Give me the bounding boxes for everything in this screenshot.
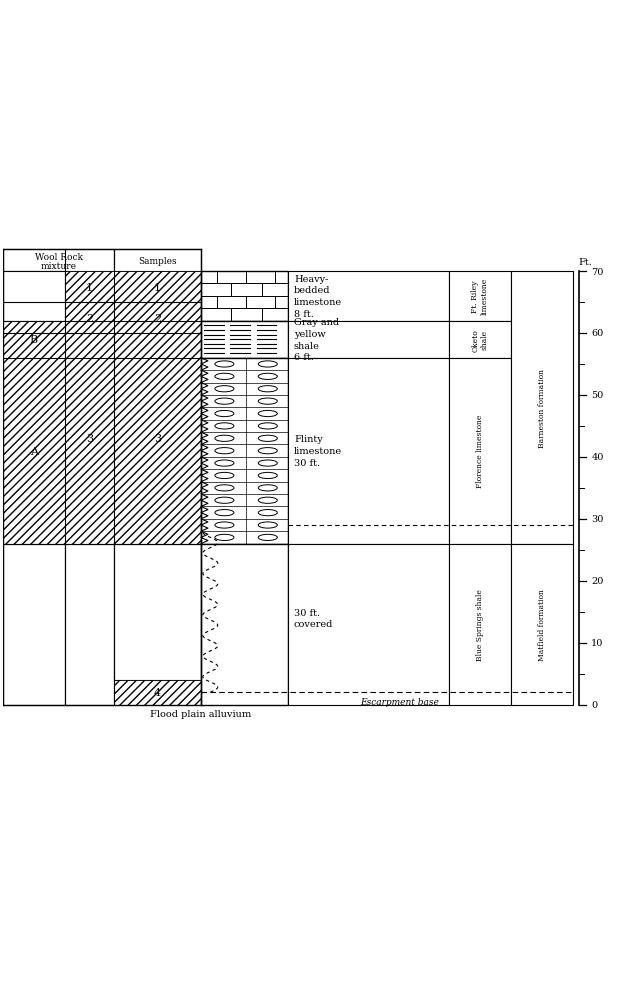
- Bar: [114, 680, 201, 705]
- Ellipse shape: [258, 460, 278, 466]
- Bar: [65, 333, 114, 544]
- Text: Oketo
shale: Oketo shale: [471, 328, 488, 351]
- Text: 10: 10: [591, 639, 604, 648]
- Bar: [114, 303, 201, 333]
- Text: 50: 50: [591, 391, 604, 400]
- Bar: [449, 272, 511, 321]
- Bar: [449, 321, 511, 358]
- Ellipse shape: [258, 485, 278, 491]
- Ellipse shape: [258, 510, 278, 517]
- Text: Gray and
yellow
shale
6 ft.: Gray and yellow shale 6 ft.: [294, 317, 339, 362]
- Bar: [201, 272, 288, 321]
- Bar: [2, 544, 65, 705]
- Text: Heavy-
bedded
limestone
8 ft.: Heavy- bedded limestone 8 ft.: [294, 274, 342, 318]
- Text: Ft.: Ft.: [578, 258, 592, 267]
- Ellipse shape: [215, 411, 234, 417]
- Text: Escarpment base: Escarpment base: [360, 697, 439, 707]
- Ellipse shape: [215, 460, 234, 466]
- Bar: [511, 272, 572, 544]
- Text: 30: 30: [591, 515, 604, 524]
- Text: 30 ft.
covered: 30 ft. covered: [294, 608, 333, 629]
- Ellipse shape: [258, 374, 278, 380]
- Text: A: A: [30, 447, 38, 457]
- Ellipse shape: [215, 510, 234, 517]
- Bar: [288, 321, 449, 358]
- Ellipse shape: [215, 473, 234, 479]
- Ellipse shape: [258, 534, 278, 541]
- Text: Samples: Samples: [138, 256, 177, 265]
- Bar: [201, 544, 288, 705]
- Bar: [201, 358, 288, 544]
- Ellipse shape: [258, 473, 278, 479]
- Ellipse shape: [215, 374, 234, 380]
- Ellipse shape: [215, 485, 234, 491]
- Text: Blue Springs shale: Blue Springs shale: [476, 589, 484, 661]
- Text: Barneston formation: Barneston formation: [538, 369, 546, 448]
- Text: Matfield formation: Matfield formation: [538, 589, 546, 661]
- Bar: [2, 250, 114, 272]
- Text: Florence limestone: Florence limestone: [476, 414, 484, 488]
- Bar: [2, 321, 65, 358]
- Bar: [288, 358, 449, 544]
- Ellipse shape: [258, 362, 278, 368]
- Bar: [201, 321, 288, 358]
- Text: 3: 3: [86, 434, 93, 444]
- Text: Wool Rock: Wool Rock: [34, 253, 82, 262]
- Ellipse shape: [215, 523, 234, 528]
- Text: 1: 1: [86, 282, 93, 292]
- Ellipse shape: [258, 448, 278, 455]
- Text: 70: 70: [591, 267, 604, 276]
- Ellipse shape: [215, 362, 234, 368]
- Text: 4: 4: [154, 687, 161, 697]
- Bar: [114, 272, 201, 303]
- Ellipse shape: [258, 498, 278, 504]
- Text: Flinty
limestone
30 ft.: Flinty limestone 30 ft.: [294, 435, 342, 467]
- Ellipse shape: [215, 436, 234, 442]
- Bar: [288, 544, 449, 705]
- Bar: [511, 544, 572, 705]
- Text: 40: 40: [591, 453, 604, 461]
- Bar: [288, 272, 449, 321]
- Ellipse shape: [258, 436, 278, 442]
- Text: 2: 2: [154, 314, 161, 323]
- Ellipse shape: [215, 423, 234, 430]
- Ellipse shape: [258, 523, 278, 528]
- Bar: [114, 544, 201, 680]
- Ellipse shape: [258, 411, 278, 417]
- Text: Flood plain alluvium: Flood plain alluvium: [151, 710, 252, 719]
- Bar: [65, 272, 114, 303]
- Bar: [114, 250, 201, 272]
- Text: 1: 1: [154, 282, 161, 292]
- Text: 3: 3: [154, 434, 161, 444]
- Bar: [65, 544, 114, 705]
- Ellipse shape: [215, 534, 234, 541]
- Ellipse shape: [215, 387, 234, 392]
- Text: B: B: [29, 335, 38, 345]
- Bar: [449, 358, 511, 544]
- Text: 2: 2: [86, 314, 93, 323]
- Ellipse shape: [258, 398, 278, 405]
- Ellipse shape: [215, 498, 234, 504]
- Ellipse shape: [215, 448, 234, 455]
- Text: mixture: mixture: [41, 262, 76, 271]
- Text: 0: 0: [591, 700, 598, 710]
- Text: 20: 20: [591, 577, 604, 586]
- Bar: [449, 544, 511, 705]
- Bar: [2, 272, 65, 321]
- Ellipse shape: [215, 398, 234, 405]
- Bar: [65, 303, 114, 333]
- Bar: [114, 333, 201, 544]
- Ellipse shape: [258, 387, 278, 392]
- Text: Ft. Riley
limestone: Ft. Riley limestone: [471, 278, 488, 316]
- Text: 60: 60: [591, 329, 604, 338]
- Bar: [2, 358, 65, 544]
- Ellipse shape: [258, 423, 278, 430]
